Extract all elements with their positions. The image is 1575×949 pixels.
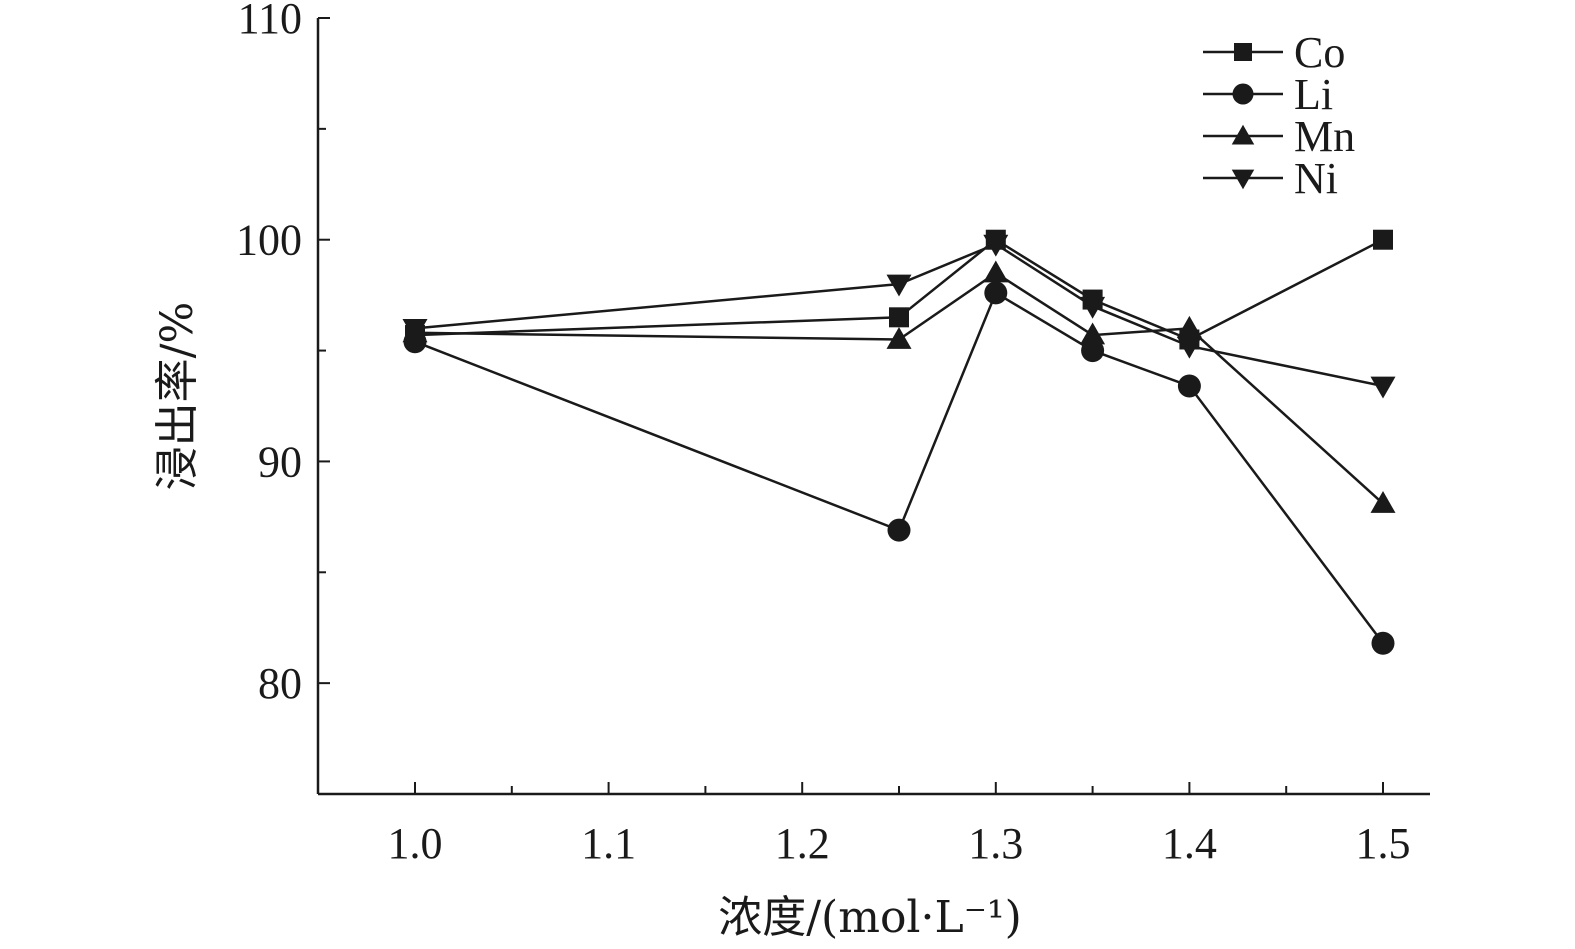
legend-item-mn: Mn <box>1203 112 1355 161</box>
axes: 80 90 100 110 1.0 1.1 1.2 1.3 1.4 1.5 <box>236 0 1430 868</box>
y-tick-label: 110 <box>238 0 302 43</box>
point-ni <box>1370 376 1396 399</box>
legend-label-li: Li <box>1294 70 1333 119</box>
legend-label-ni: Ni <box>1294 154 1338 203</box>
point-ni <box>886 274 912 297</box>
point-mn <box>1176 315 1202 338</box>
x-axis-label: 浓度/(mol·L⁻¹) <box>718 892 1022 943</box>
y-tick-label: 80 <box>258 659 302 708</box>
point-ni <box>983 234 1009 257</box>
point-co <box>889 307 909 328</box>
y-tick-label: 100 <box>236 216 302 265</box>
point-li <box>887 518 911 542</box>
series-mn <box>402 260 1396 513</box>
legend-marker-co <box>1234 43 1252 61</box>
legend-item-ni: Ni <box>1203 154 1338 203</box>
x-tick-label: 1.0 <box>388 819 443 868</box>
series-line-ni <box>414 242 1384 388</box>
point-mn <box>886 326 912 349</box>
legend-item-li: Li <box>1203 70 1333 119</box>
point-co <box>1373 229 1393 250</box>
legend-marker-li <box>1232 83 1254 105</box>
point-mn <box>983 260 1009 283</box>
x-tick-label: 1.5 <box>1356 819 1411 868</box>
point-mn <box>1370 491 1396 513</box>
legend-item-co: Co <box>1203 28 1345 77</box>
point-li <box>984 281 1008 305</box>
point-mn <box>1080 322 1106 345</box>
point-ni <box>1080 296 1106 319</box>
point-li <box>1177 374 1201 398</box>
point-ni <box>1176 336 1202 359</box>
series-line-co <box>414 238 1384 341</box>
y-axis-label: 浸出率/% <box>152 302 203 491</box>
x-tick-label: 1.3 <box>968 819 1023 868</box>
x-tick-label: 1.2 <box>775 819 830 868</box>
x-tick-label: 1.1 <box>581 819 636 868</box>
legend-marker-mn <box>1231 124 1255 145</box>
point-li <box>1371 631 1395 655</box>
y-tick-label: 90 <box>258 437 302 486</box>
legend-marker-ni <box>1231 169 1255 190</box>
point-li <box>1081 339 1105 363</box>
series-ni <box>402 234 1396 399</box>
series-line-mn <box>414 271 1384 505</box>
legend-label-mn: Mn <box>1294 112 1355 161</box>
series-line-li <box>414 291 1384 644</box>
legend-label-co: Co <box>1294 28 1345 77</box>
series-group <box>402 229 1396 655</box>
x-tick-label: 1.4 <box>1162 819 1217 868</box>
point-ni <box>402 319 428 341</box>
